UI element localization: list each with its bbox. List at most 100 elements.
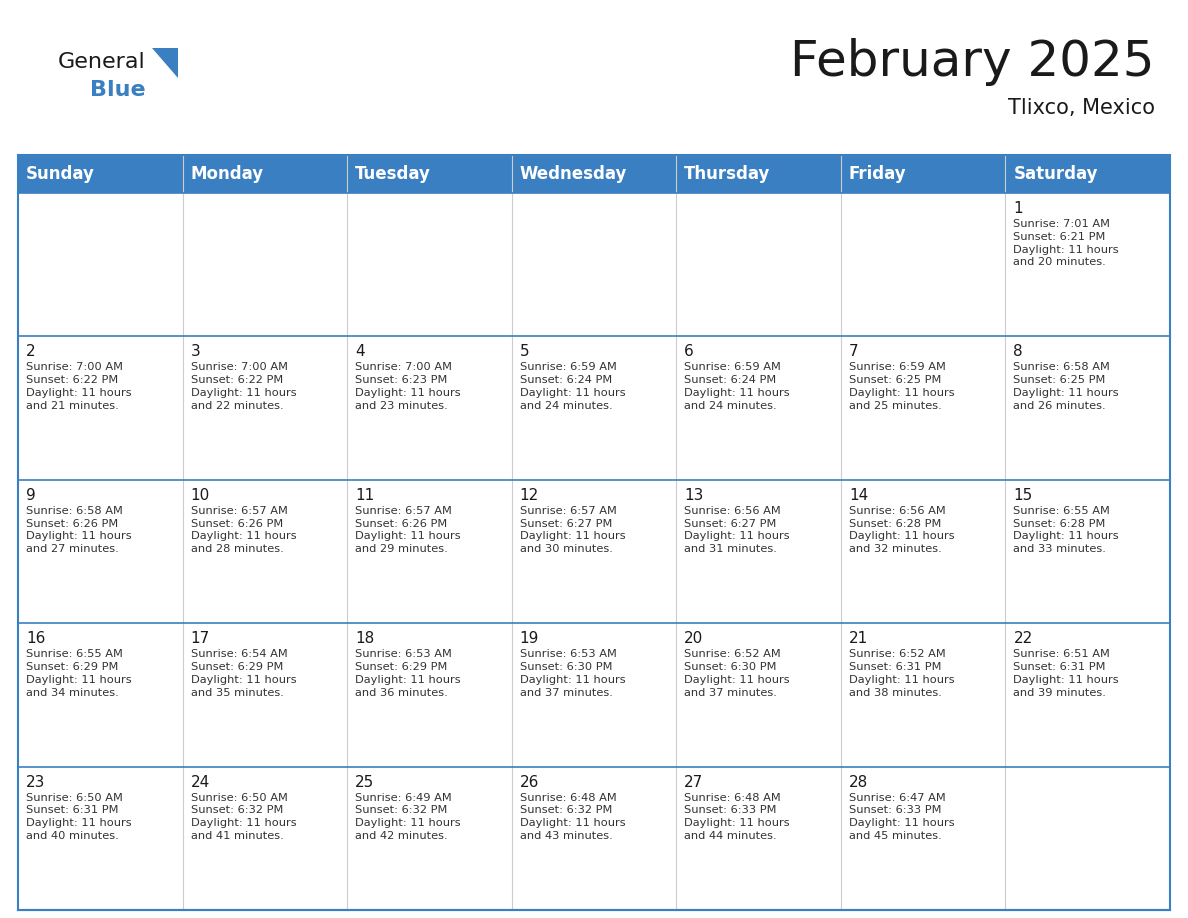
Bar <box>841 193 1005 336</box>
Text: 21: 21 <box>849 632 868 646</box>
Text: 20: 20 <box>684 632 703 646</box>
Text: Sunrise: 6:48 AM
Sunset: 6:32 PM
Daylight: 11 hours
and 43 minutes.: Sunrise: 6:48 AM Sunset: 6:32 PM Dayligh… <box>519 792 625 841</box>
Bar <box>18 623 183 767</box>
Bar <box>18 336 183 480</box>
Text: Sunrise: 6:59 AM
Sunset: 6:24 PM
Daylight: 11 hours
and 24 minutes.: Sunrise: 6:59 AM Sunset: 6:24 PM Dayligh… <box>519 363 625 410</box>
Text: 3: 3 <box>190 344 201 360</box>
Bar <box>1005 623 1170 767</box>
Text: Wednesday: Wednesday <box>519 165 627 183</box>
Text: Sunrise: 6:56 AM
Sunset: 6:27 PM
Daylight: 11 hours
and 31 minutes.: Sunrise: 6:56 AM Sunset: 6:27 PM Dayligh… <box>684 506 790 554</box>
Text: Sunrise: 6:53 AM
Sunset: 6:29 PM
Daylight: 11 hours
and 36 minutes.: Sunrise: 6:53 AM Sunset: 6:29 PM Dayligh… <box>355 649 461 698</box>
Text: Sunrise: 6:49 AM
Sunset: 6:32 PM
Daylight: 11 hours
and 42 minutes.: Sunrise: 6:49 AM Sunset: 6:32 PM Dayligh… <box>355 792 461 841</box>
Bar <box>183 623 347 767</box>
Text: Saturday: Saturday <box>1013 165 1098 183</box>
Text: 7: 7 <box>849 344 859 360</box>
Text: 28: 28 <box>849 775 868 789</box>
Bar <box>512 767 676 910</box>
Text: Monday: Monday <box>190 165 264 183</box>
Text: Sunrise: 6:55 AM
Sunset: 6:29 PM
Daylight: 11 hours
and 34 minutes.: Sunrise: 6:55 AM Sunset: 6:29 PM Dayligh… <box>26 649 132 698</box>
Text: 25: 25 <box>355 775 374 789</box>
Text: Sunrise: 7:01 AM
Sunset: 6:21 PM
Daylight: 11 hours
and 20 minutes.: Sunrise: 7:01 AM Sunset: 6:21 PM Dayligh… <box>1013 219 1119 267</box>
Text: 1: 1 <box>1013 201 1023 216</box>
Text: 13: 13 <box>684 487 703 503</box>
Bar <box>1005 336 1170 480</box>
Text: Sunrise: 7:00 AM
Sunset: 6:23 PM
Daylight: 11 hours
and 23 minutes.: Sunrise: 7:00 AM Sunset: 6:23 PM Dayligh… <box>355 363 461 410</box>
Text: 24: 24 <box>190 775 210 789</box>
Text: General: General <box>58 52 146 72</box>
Text: 26: 26 <box>519 775 539 789</box>
Bar <box>183 480 347 623</box>
Text: Sunrise: 6:53 AM
Sunset: 6:30 PM
Daylight: 11 hours
and 37 minutes.: Sunrise: 6:53 AM Sunset: 6:30 PM Dayligh… <box>519 649 625 698</box>
Bar <box>841 336 1005 480</box>
Bar <box>18 193 183 336</box>
Text: 5: 5 <box>519 344 530 360</box>
Text: Sunrise: 6:50 AM
Sunset: 6:32 PM
Daylight: 11 hours
and 41 minutes.: Sunrise: 6:50 AM Sunset: 6:32 PM Dayligh… <box>190 792 296 841</box>
Text: Sunrise: 6:52 AM
Sunset: 6:31 PM
Daylight: 11 hours
and 38 minutes.: Sunrise: 6:52 AM Sunset: 6:31 PM Dayligh… <box>849 649 954 698</box>
Text: Tlixco, Mexico: Tlixco, Mexico <box>1007 98 1155 118</box>
Bar <box>347 623 512 767</box>
Text: 8: 8 <box>1013 344 1023 360</box>
Bar <box>676 480 841 623</box>
Text: Sunrise: 6:55 AM
Sunset: 6:28 PM
Daylight: 11 hours
and 33 minutes.: Sunrise: 6:55 AM Sunset: 6:28 PM Dayligh… <box>1013 506 1119 554</box>
Text: Sunday: Sunday <box>26 165 95 183</box>
Bar <box>512 623 676 767</box>
Bar <box>347 336 512 480</box>
Text: 14: 14 <box>849 487 868 503</box>
Text: Friday: Friday <box>849 165 906 183</box>
Bar <box>18 767 183 910</box>
Text: Sunrise: 6:57 AM
Sunset: 6:27 PM
Daylight: 11 hours
and 30 minutes.: Sunrise: 6:57 AM Sunset: 6:27 PM Dayligh… <box>519 506 625 554</box>
Text: Sunrise: 7:00 AM
Sunset: 6:22 PM
Daylight: 11 hours
and 22 minutes.: Sunrise: 7:00 AM Sunset: 6:22 PM Dayligh… <box>190 363 296 410</box>
Text: 10: 10 <box>190 487 210 503</box>
Text: Sunrise: 6:59 AM
Sunset: 6:24 PM
Daylight: 11 hours
and 24 minutes.: Sunrise: 6:59 AM Sunset: 6:24 PM Dayligh… <box>684 363 790 410</box>
Text: Sunrise: 6:47 AM
Sunset: 6:33 PM
Daylight: 11 hours
and 45 minutes.: Sunrise: 6:47 AM Sunset: 6:33 PM Dayligh… <box>849 792 954 841</box>
Bar <box>18 480 183 623</box>
Polygon shape <box>152 48 178 78</box>
Text: 6: 6 <box>684 344 694 360</box>
Text: 23: 23 <box>26 775 45 789</box>
Text: Sunrise: 6:58 AM
Sunset: 6:26 PM
Daylight: 11 hours
and 27 minutes.: Sunrise: 6:58 AM Sunset: 6:26 PM Dayligh… <box>26 506 132 554</box>
Text: Sunrise: 6:56 AM
Sunset: 6:28 PM
Daylight: 11 hours
and 32 minutes.: Sunrise: 6:56 AM Sunset: 6:28 PM Dayligh… <box>849 506 954 554</box>
Bar <box>512 336 676 480</box>
Text: Sunrise: 6:57 AM
Sunset: 6:26 PM
Daylight: 11 hours
and 29 minutes.: Sunrise: 6:57 AM Sunset: 6:26 PM Dayligh… <box>355 506 461 554</box>
Text: 17: 17 <box>190 632 210 646</box>
Bar <box>183 336 347 480</box>
Bar <box>676 623 841 767</box>
Text: Sunrise: 6:59 AM
Sunset: 6:25 PM
Daylight: 11 hours
and 25 minutes.: Sunrise: 6:59 AM Sunset: 6:25 PM Dayligh… <box>849 363 954 410</box>
Text: Thursday: Thursday <box>684 165 771 183</box>
Bar <box>347 767 512 910</box>
Bar <box>347 193 512 336</box>
Bar <box>18 155 1170 910</box>
Text: Sunrise: 6:58 AM
Sunset: 6:25 PM
Daylight: 11 hours
and 26 minutes.: Sunrise: 6:58 AM Sunset: 6:25 PM Dayligh… <box>1013 363 1119 410</box>
Bar <box>841 767 1005 910</box>
Text: 27: 27 <box>684 775 703 789</box>
Text: Sunrise: 6:52 AM
Sunset: 6:30 PM
Daylight: 11 hours
and 37 minutes.: Sunrise: 6:52 AM Sunset: 6:30 PM Dayligh… <box>684 649 790 698</box>
Bar <box>18 155 1170 193</box>
Bar <box>676 336 841 480</box>
Text: February 2025: February 2025 <box>790 38 1155 86</box>
Text: 16: 16 <box>26 632 45 646</box>
Bar <box>841 480 1005 623</box>
Text: 4: 4 <box>355 344 365 360</box>
Bar <box>512 480 676 623</box>
Text: 12: 12 <box>519 487 539 503</box>
Text: 22: 22 <box>1013 632 1032 646</box>
Text: Sunrise: 7:00 AM
Sunset: 6:22 PM
Daylight: 11 hours
and 21 minutes.: Sunrise: 7:00 AM Sunset: 6:22 PM Dayligh… <box>26 363 132 410</box>
Bar <box>1005 193 1170 336</box>
Bar <box>183 767 347 910</box>
Bar <box>676 767 841 910</box>
Text: Sunrise: 6:48 AM
Sunset: 6:33 PM
Daylight: 11 hours
and 44 minutes.: Sunrise: 6:48 AM Sunset: 6:33 PM Dayligh… <box>684 792 790 841</box>
Text: Sunrise: 6:57 AM
Sunset: 6:26 PM
Daylight: 11 hours
and 28 minutes.: Sunrise: 6:57 AM Sunset: 6:26 PM Dayligh… <box>190 506 296 554</box>
Bar <box>1005 767 1170 910</box>
Text: Blue: Blue <box>90 80 146 100</box>
Bar <box>1005 480 1170 623</box>
Bar <box>512 193 676 336</box>
Bar <box>183 193 347 336</box>
Bar <box>841 623 1005 767</box>
Text: 2: 2 <box>26 344 36 360</box>
Text: 11: 11 <box>355 487 374 503</box>
Bar <box>347 480 512 623</box>
Text: Tuesday: Tuesday <box>355 165 431 183</box>
Text: 18: 18 <box>355 632 374 646</box>
Bar <box>676 193 841 336</box>
Text: Sunrise: 6:54 AM
Sunset: 6:29 PM
Daylight: 11 hours
and 35 minutes.: Sunrise: 6:54 AM Sunset: 6:29 PM Dayligh… <box>190 649 296 698</box>
